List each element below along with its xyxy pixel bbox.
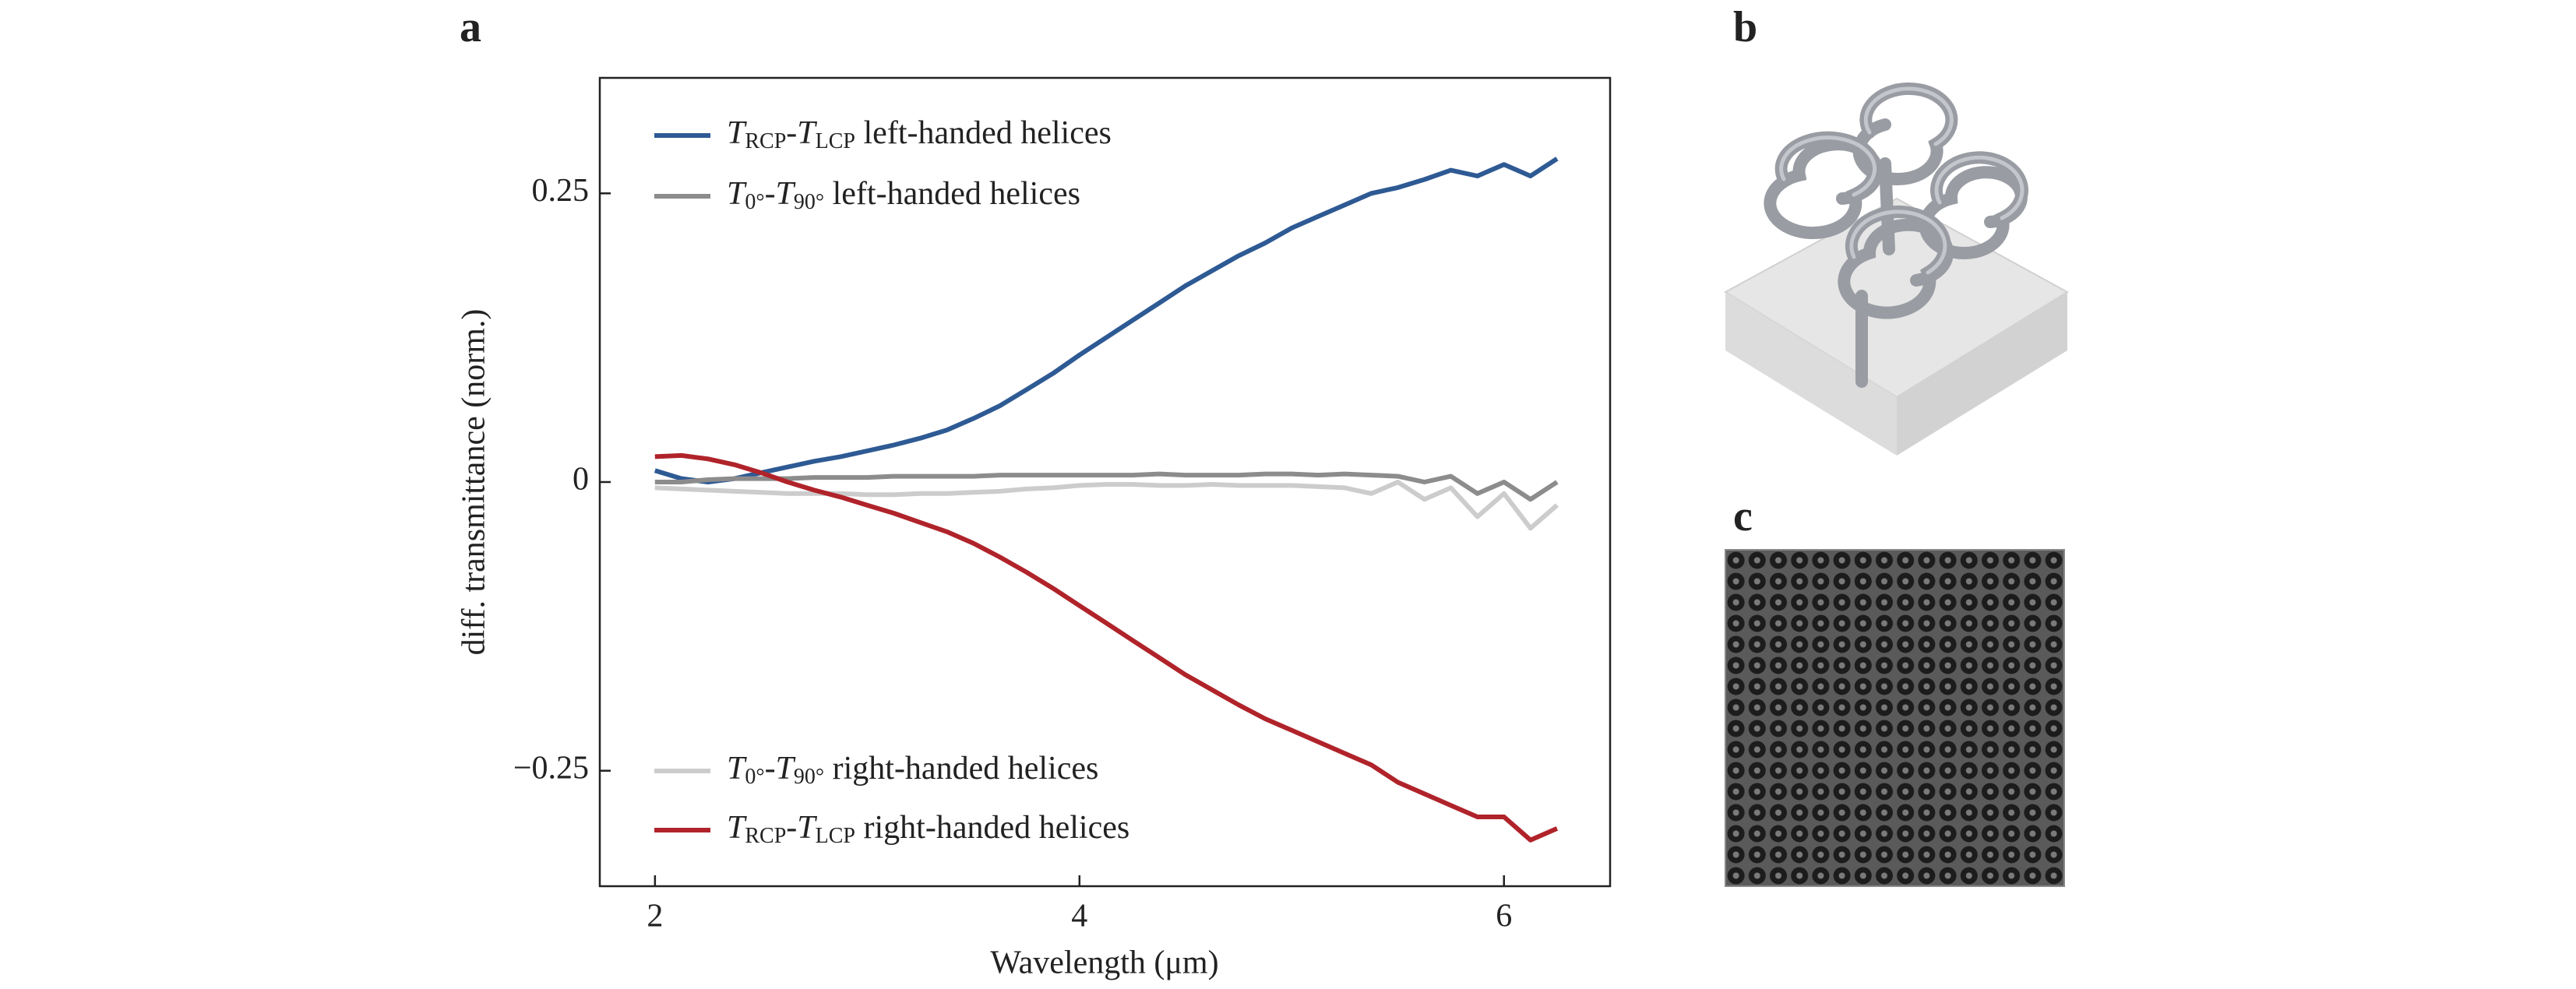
legend-label: TRCP-TLCP right-handed helices [727,810,1129,849]
legend-text-part: left-handed helices [824,176,1080,212]
data-line [654,471,1559,502]
legend-text-part: 0° [745,765,764,789]
legend-text-part: T [797,810,817,846]
legend-text-part: T [727,176,747,212]
y-axis-label: diff. transmittance (norm.) [456,309,492,656]
legend-text-part: 0° [745,190,764,214]
panel-label: a [460,3,481,51]
legend-text-part: - [786,115,797,151]
legend-text-part: T [776,176,796,212]
legend-label: TRCP-TLCP left-handed helices [727,115,1112,154]
panel-label: c [1733,492,1753,540]
data-line [654,452,1559,843]
legend-text-part: right-handed helices [855,810,1129,846]
legend-label: T0°-T90° left-handed helices [727,176,1080,215]
legend-text-part: T [727,751,747,787]
micrograph [1725,549,2065,887]
y-tick-label: 0.25 [532,173,590,209]
legend-text-part: 90° [794,190,824,214]
legend-text-part: T [776,751,796,787]
legend-text-part: LCP [816,129,855,153]
y-tick-label: 0 [573,462,589,498]
legend-text-part: LCP [816,824,855,848]
legend-text-part: RCP [745,824,786,848]
legend-text-part: T [797,115,817,151]
legend-text-part: - [786,810,797,846]
helix-render [1724,82,2069,456]
x-tick-label: 6 [1496,899,1512,934]
legend-text-part: T [727,115,747,151]
legend-text-part: left-handed helices [855,115,1112,151]
x-tick-label: 2 [647,899,663,934]
x-axis-label: Wavelength (μm) [990,945,1218,981]
x-tick-label: 4 [1071,899,1087,934]
legend-text-part: 90° [794,765,824,789]
legend-text-part: T [727,810,747,846]
data-line [654,157,1559,484]
legend-text-part: - [765,751,776,787]
legend-text-part: right-handed helices [824,751,1098,787]
data-line [654,480,1559,531]
legend-label: T0°-T90° right-handed helices [727,751,1098,790]
panel-label: b [1733,3,1757,51]
y-tick-label: −0.25 [513,750,589,786]
legend-text-part: RCP [745,129,786,153]
legend-text-part: - [765,176,776,212]
